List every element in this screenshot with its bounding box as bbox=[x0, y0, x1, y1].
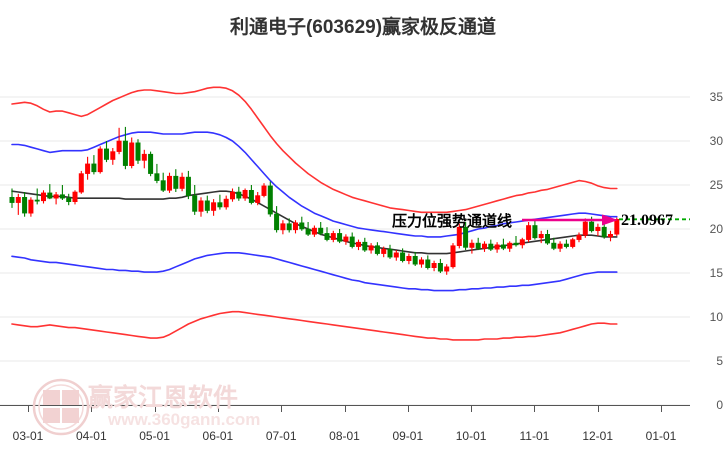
y-tick-label: 15 bbox=[709, 266, 723, 280]
chart-plot-area[interactable] bbox=[0, 60, 690, 405]
x-tick-label: 08-01 bbox=[329, 429, 360, 443]
x-tick-label: 01-01 bbox=[645, 429, 677, 443]
x-tick-mark bbox=[534, 405, 536, 412]
x-tick-label: 04-01 bbox=[75, 429, 107, 443]
x-tick-mark bbox=[217, 405, 219, 412]
x-tick-label: 09-01 bbox=[392, 429, 424, 443]
y-tick-label: 20 bbox=[709, 222, 723, 236]
watermark-logo-icon bbox=[32, 378, 90, 436]
x-tick-mark bbox=[344, 405, 346, 412]
x-tick-mark bbox=[407, 405, 409, 412]
annotation-label: 压力位强势通道线 bbox=[392, 213, 513, 230]
y-tick-label: 30 bbox=[709, 134, 723, 148]
x-tick-mark bbox=[471, 405, 473, 412]
x-tick-mark bbox=[281, 405, 283, 412]
x-tick-label: 12-01 bbox=[582, 429, 614, 443]
x-tick-label: 07-01 bbox=[265, 429, 297, 443]
y-tick-label: 35 bbox=[709, 90, 723, 104]
x-tick-mark bbox=[28, 405, 29, 412]
page-title: 利通电子(603629)赢家极反通道 bbox=[229, 17, 497, 38]
x-tick-label: 06-01 bbox=[202, 429, 234, 443]
x-tick-label: 10-01 bbox=[455, 429, 487, 443]
annotation-price-value: 21.0967 bbox=[621, 212, 673, 229]
watermark-url: www.360gann.com bbox=[108, 410, 261, 429]
x-tick-label: 05-01 bbox=[139, 429, 170, 443]
x-tick-label: 03-01 bbox=[12, 429, 44, 443]
chart-canvas bbox=[0, 86, 690, 405]
x-tick-mark bbox=[91, 405, 93, 412]
y-tick-label: 25 bbox=[709, 178, 723, 192]
y-tick-label: 5 bbox=[716, 354, 723, 368]
x-tick-label: 11-01 bbox=[519, 429, 550, 443]
x-tick-mark bbox=[154, 405, 156, 412]
y-tick-label: 10 bbox=[709, 310, 723, 324]
x-tick-mark bbox=[597, 405, 599, 412]
y-axis: 35 30 25 20 15 10 5 0 bbox=[690, 60, 726, 412]
x-tick-mark bbox=[661, 405, 662, 412]
y-tick-label: 0 bbox=[716, 398, 723, 412]
